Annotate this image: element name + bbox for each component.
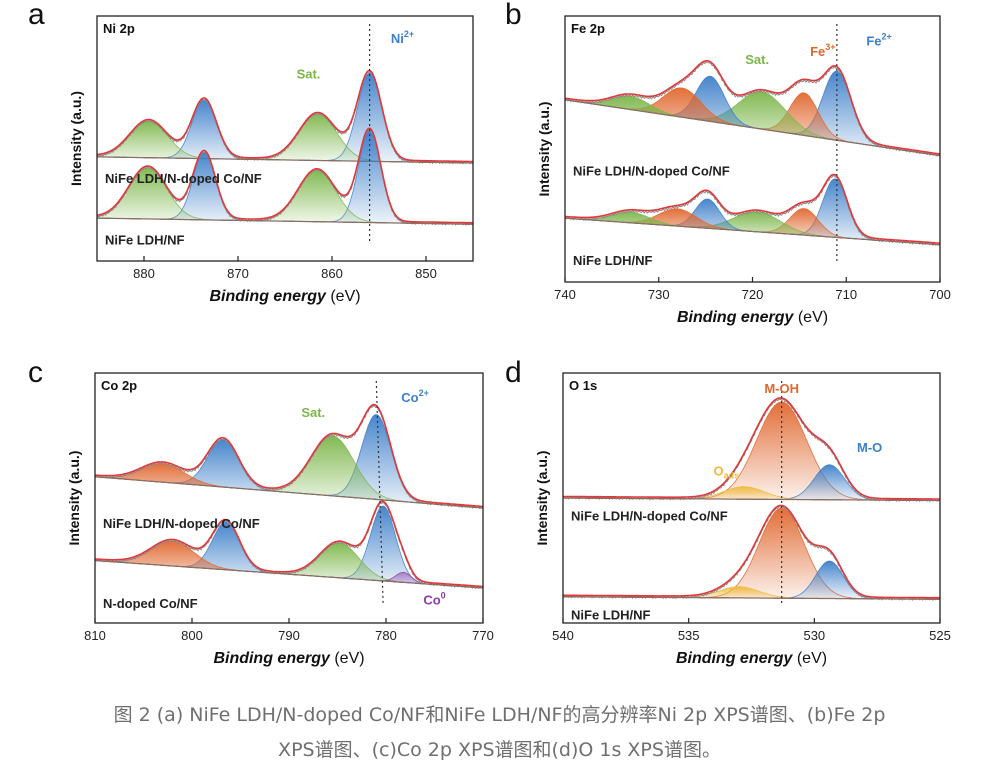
panel-inner-label: Co 2p — [101, 378, 137, 393]
background-line — [97, 156, 473, 164]
spectrum-label: NiFe LDH/N-doped Co/NF — [105, 171, 262, 186]
spectrum-2 — [97, 127, 473, 226]
panel-letter: b — [505, 0, 522, 31]
background-line — [95, 559, 483, 589]
spectrum-label: NiFe LDH/N-doped Co/NF — [573, 164, 730, 179]
x-axis-label: Binding energy (eV) — [677, 309, 828, 326]
spectrum-2 — [565, 173, 940, 247]
x-tick-label: 700 — [929, 287, 951, 302]
peak-annotation: Sat. — [301, 405, 325, 420]
spectrum-label: NiFe LDH/NF — [105, 232, 185, 247]
raw-data-line — [565, 61, 940, 157]
background-line — [565, 217, 940, 246]
x-axis-label: Binding energy (eV) — [213, 650, 364, 667]
plot-area — [97, 69, 473, 226]
x-tick-label: 810 — [84, 628, 106, 643]
panel-d: NiFe LDH/N-doped Co/NF NiFe LDH/NF M-OH M-O… — [505, 356, 951, 667]
spectrum-1 — [565, 60, 940, 157]
y-axis-label: Intensity (a.u.) — [536, 102, 552, 197]
panel-a: NiFe LDH/N-doped Co/NF NiFe LDH/NF Ni2+ Sat… — [28, 0, 474, 305]
peak-blue-1 — [95, 414, 483, 509]
spectrum-1 — [97, 69, 473, 165]
x-tick-label: 790 — [278, 628, 300, 643]
plot-frame — [96, 15, 474, 262]
caption-line-1: 图 2 (a) NiFe LDH/N-doped Co/NF和NiFe LDH/… — [113, 704, 886, 726]
envelope-line — [97, 69, 473, 163]
peak-annotation: M-O — [857, 440, 882, 455]
plot-area — [563, 397, 940, 602]
panel-letter: a — [28, 0, 45, 31]
x-tick-label: 540 — [552, 628, 574, 643]
x-tick-label: 530 — [803, 628, 825, 643]
peak-annotation: Fe3+ — [810, 42, 835, 59]
envelope-line — [565, 173, 940, 244]
x-tick-label: 525 — [929, 628, 951, 643]
background-line — [563, 497, 940, 502]
figure-caption: 图 2 (a) NiFe LDH/N-doped Co/NF和NiFe LDH/… — [0, 698, 999, 768]
spectrum-label: N-doped Co/NF — [103, 596, 198, 611]
x-tick-label: 870 — [227, 266, 249, 281]
x-tick-label: 770 — [472, 628, 494, 643]
x-tick-label: 710 — [835, 287, 857, 302]
x-tick-label: 740 — [554, 287, 576, 302]
envelope-line — [563, 504, 940, 599]
x-tick-label: 880 — [133, 266, 155, 281]
raw-data-line — [95, 501, 483, 590]
raw-data-line — [95, 404, 483, 510]
peak-annotation: Fe2+ — [866, 31, 891, 48]
panel-inner-label: Fe 2p — [571, 21, 605, 36]
panel-b: NiFe LDH/N-doped Co/NF NiFe LDH/NF Fe2+ Fe3… — [505, 0, 951, 326]
peak-annotation: Co2+ — [401, 388, 429, 405]
xps-figure: NiFe LDH/N-doped Co/NF NiFe LDH/NF Ni2+ Sat… — [28, 0, 951, 667]
peak-annotation: Ni2+ — [391, 29, 414, 46]
peak-annotation: Oads — [714, 464, 740, 481]
background-line — [565, 99, 940, 157]
envelope-line — [97, 127, 473, 224]
peak-annotation: Sat. — [745, 52, 769, 67]
background-line — [563, 596, 940, 600]
panel-letter: d — [505, 356, 522, 389]
raw-data-line — [97, 70, 473, 165]
spectrum-label: NiFe LDH/NF — [573, 253, 653, 268]
spectrum-1 — [95, 403, 483, 510]
envelope-line — [565, 60, 940, 155]
peak-annotation: Sat. — [297, 66, 321, 81]
background-line — [97, 217, 473, 225]
spectrum-label: NiFe LDH/N-doped Co/NF — [571, 509, 728, 524]
spectrum-2 — [95, 500, 483, 590]
spectrum-label: NiFe LDH/NF — [571, 607, 651, 622]
panel-letter: c — [28, 356, 43, 389]
x-axis-label: Binding energy (eV) — [209, 288, 360, 305]
plot-frame — [94, 372, 484, 624]
x-tick-label: 860 — [321, 266, 343, 281]
spectrum-label: NiFe LDH/N-doped Co/NF — [103, 516, 260, 531]
spectrum-1 — [563, 397, 940, 503]
panel-inner-label: O 1s — [569, 378, 597, 393]
y-axis-label: Intensity (a.u.) — [66, 451, 82, 546]
x-tick-label: 850 — [415, 266, 437, 281]
panel-c: NiFe LDH/N-doped Co/NF N-doped Co/NF Co2+ S… — [28, 356, 494, 667]
x-tick-label: 780 — [375, 628, 397, 643]
guide-line — [375, 380, 384, 604]
plot-area — [95, 403, 483, 590]
spectrum-2 — [563, 504, 940, 602]
envelope-line — [95, 403, 483, 508]
caption-line-2: XPS谱图、(c)Co 2p XPS谱图和(d)O 1s XPS谱图。 — [278, 739, 721, 761]
peak-annotation: Co0 — [423, 590, 445, 607]
x-tick-label: 800 — [181, 628, 203, 643]
y-axis-label: Intensity (a.u.) — [68, 91, 84, 186]
panel-inner-label: Ni 2p — [103, 21, 135, 36]
plot-area — [565, 60, 940, 247]
x-tick-label: 720 — [742, 287, 764, 302]
x-tick-label: 535 — [678, 628, 700, 643]
envelope-line — [95, 500, 483, 588]
x-axis-label: Binding energy (eV) — [676, 650, 827, 667]
peak-annotation: M-OH — [764, 381, 799, 396]
envelope-line — [563, 397, 940, 500]
plot-frame — [562, 372, 941, 624]
x-tick-label: 730 — [648, 287, 670, 302]
peak-orange-1 — [563, 401, 940, 501]
y-axis-label: Intensity (a.u.) — [534, 451, 550, 546]
background-line — [95, 476, 483, 509]
